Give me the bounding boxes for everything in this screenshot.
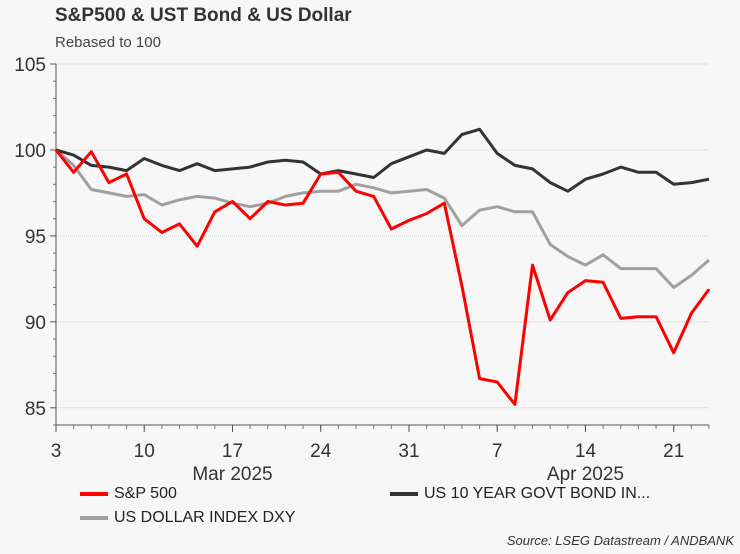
legend-swatch — [80, 492, 108, 496]
legend-item-dxy: US DOLLAR INDEX DXY — [80, 509, 295, 527]
series-line-0 — [54, 149, 711, 406]
y-tick-label: 90 — [25, 313, 46, 334]
chart-title: S&P500 & UST Bond & US Dollar — [55, 5, 352, 26]
x-month-label: Apr 2025 — [547, 464, 624, 485]
x-tick-label: 31 — [398, 441, 419, 462]
source-note: Source: LSEG Datastream / ANDBANK — [506, 533, 734, 548]
legend-label: US 10 YEAR GOVT BOND IN... — [424, 485, 651, 502]
legend-swatch — [80, 516, 108, 520]
x-tick-label: 24 — [310, 441, 332, 462]
x-tick-label: 7 — [492, 441, 503, 462]
y-tick-label: 95 — [25, 227, 46, 248]
legend-label: US DOLLAR INDEX DXY — [114, 509, 296, 526]
x-tick-label: 21 — [663, 441, 684, 462]
x-tick-label: 10 — [134, 441, 155, 462]
legend-label: S&P 500 — [114, 485, 177, 502]
x-tick-label: 17 — [222, 441, 243, 462]
legend-item-sp500: S&P 500 — [80, 485, 177, 503]
x-month-label: Mar 2025 — [192, 464, 272, 485]
series-line-2 — [55, 148, 710, 289]
x-tick-label: 14 — [575, 441, 597, 462]
series-line-1 — [55, 127, 710, 193]
y-tick-label: 85 — [25, 399, 46, 420]
legend-swatch — [390, 492, 418, 496]
y-tick-label: 100 — [14, 141, 46, 162]
legend-item-us10y: US 10 YEAR GOVT BOND IN... — [390, 485, 650, 503]
y-tick-label: 105 — [14, 55, 46, 76]
x-tick-label: 3 — [51, 441, 62, 462]
chart-subtitle: Rebased to 100 — [55, 34, 161, 51]
